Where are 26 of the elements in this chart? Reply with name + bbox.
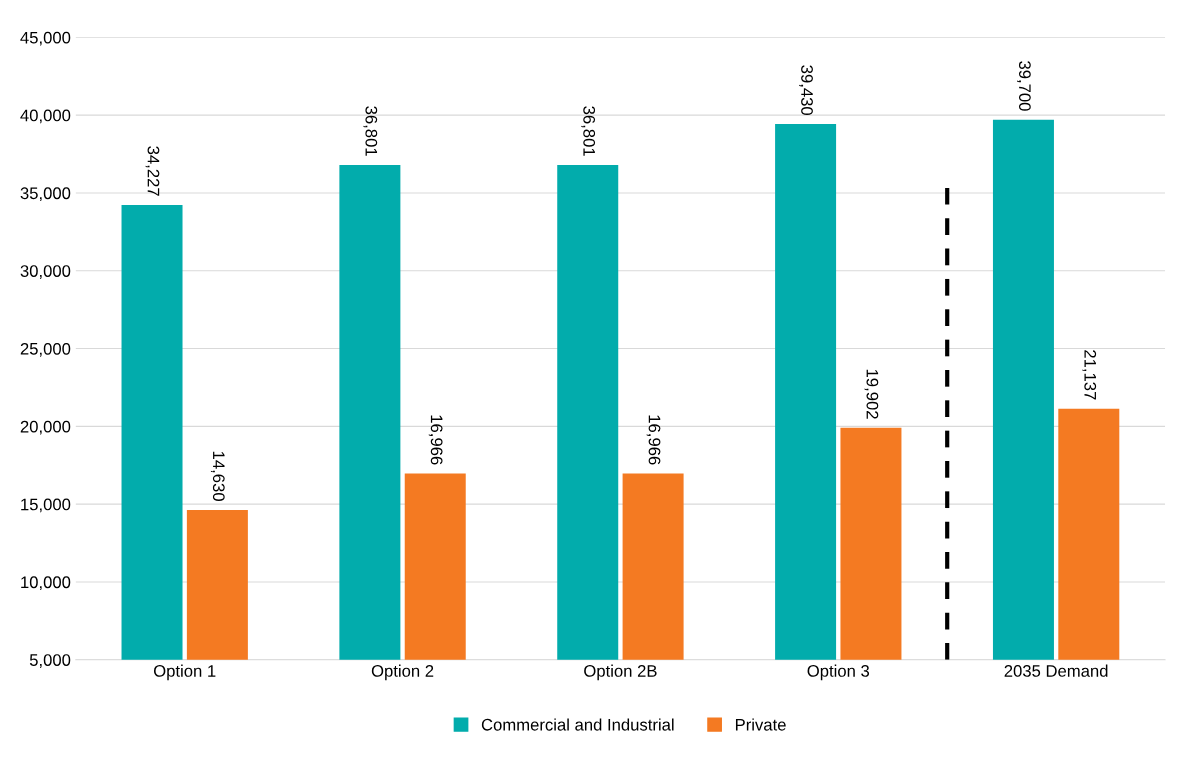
text: 39,430: [799, 65, 813, 116]
y-tick-label: 35,000: [20, 187, 71, 202]
x-tick-label: Option 2: [371, 664, 434, 681]
text: 19,902: [864, 369, 879, 419]
text: 36,801: [581, 106, 596, 156]
text: 16,966: [646, 415, 661, 465]
y-tick-label: 25,000: [20, 342, 71, 357]
text: 21,137: [1082, 350, 1097, 400]
legend-label: Commercial and Industrial: [481, 718, 674, 731]
y-tick-label: 15,000: [21, 498, 71, 513]
x-tick-label: Option 2B: [584, 664, 657, 681]
y-tick-label: 30,000: [20, 265, 71, 279]
text: 16,966: [428, 415, 443, 465]
text: 36,801: [363, 106, 378, 156]
x-tick-label: Option 1: [153, 664, 216, 681]
x-tick-label: Option 3: [807, 664, 870, 681]
y-tick-label: 40,000: [20, 109, 71, 124]
y-tick-label: 45,000: [20, 31, 71, 46]
text: 39,700: [1017, 61, 1031, 111]
legend-label: Private: [735, 718, 786, 731]
y-tick-label: 5,000: [29, 654, 71, 668]
text: 14,630: [210, 451, 225, 501]
y-tick-label: 10,000: [21, 576, 71, 591]
x-tick-label: 2035 Demand: [1004, 664, 1108, 677]
y-tick-label: 20,000: [20, 420, 71, 435]
text: 34,227: [145, 146, 160, 196]
